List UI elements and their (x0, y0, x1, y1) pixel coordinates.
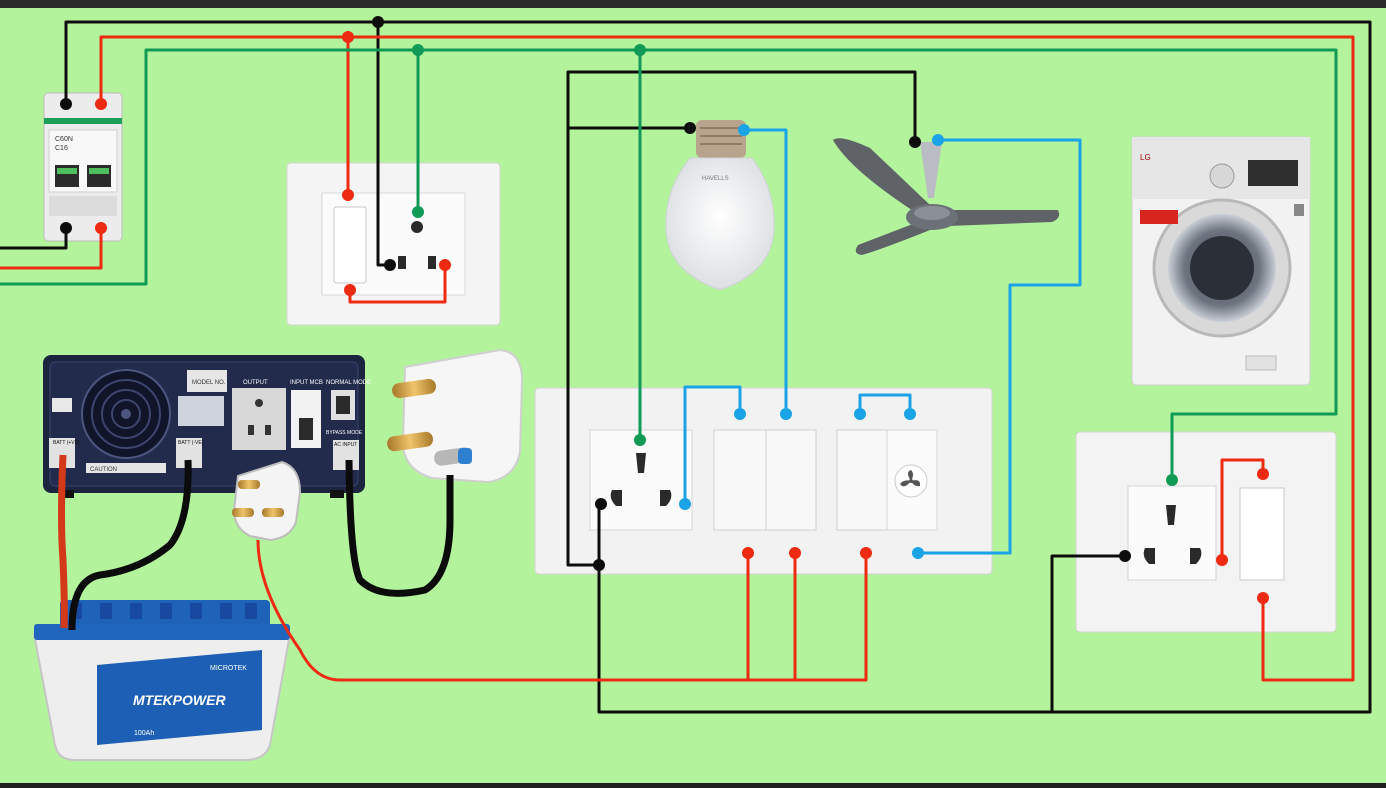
socket-2 (1127, 485, 1217, 581)
mcb-breaker: C60N C16 (43, 92, 123, 242)
power-plug-small (232, 460, 302, 542)
svg-text:CAUTION: CAUTION (90, 467, 117, 473)
battery: MICROTEK MTEKPOWER 100Ah (32, 600, 292, 761)
inverter-input-cable (345, 459, 454, 597)
led-bulb: HAVELLS (665, 120, 775, 291)
svg-text:NORMAL MODE: NORMAL MODE (326, 380, 371, 386)
switchboard-1 (286, 162, 501, 326)
battery-positive-cable (58, 454, 68, 629)
power-plug-large (387, 348, 524, 484)
switch-5 (1239, 487, 1285, 581)
wire-blue (683, 128, 1082, 555)
battery-brand-top: MICROTEK (210, 665, 247, 672)
switchboard-main (534, 387, 993, 575)
washer-brand: LG (1140, 153, 1151, 162)
wire-red (0, 35, 1355, 682)
svg-text:MODEL NO.: MODEL NO. (192, 380, 226, 386)
mcb-label-rating: C16 (55, 145, 68, 152)
switch-4 (836, 429, 888, 531)
svg-text:BATT (+VE): BATT (+VE) (53, 440, 80, 446)
wire-green (0, 48, 1338, 480)
switch-3 (765, 429, 817, 531)
ceiling-fan (833, 138, 1060, 255)
svg-text:OUTPUT: OUTPUT (243, 380, 268, 386)
inverter: MODEL NO. OUTPUT INPUT MCB NORMAL MODE B… (43, 355, 371, 498)
mcb-label-top: C60N (55, 136, 73, 143)
socket-1 (398, 221, 436, 269)
switch-2 (713, 429, 767, 531)
switch-1 (333, 206, 367, 284)
terminals-red (95, 31, 1269, 604)
battery-negative-cable (68, 459, 192, 631)
washing-machine: LG (1131, 136, 1311, 386)
bulb-brand: HAVELLS (702, 176, 729, 182)
fan-icon (900, 470, 921, 487)
battery-brand: MTEKPOWER (133, 692, 226, 708)
terminals-black (60, 16, 1131, 571)
svg-text:AC INPUT: AC INPUT (334, 442, 357, 448)
terminals (60, 16, 1269, 604)
inverter-output-socket (232, 388, 286, 450)
svg-text:BYPASS MODE: BYPASS MODE (326, 430, 363, 436)
battery-capacity: 100Ah (134, 730, 154, 737)
terminals-green (412, 44, 1178, 486)
inverter-model-label (187, 370, 227, 392)
terminals-blue (679, 124, 944, 559)
top-bar (0, 0, 1386, 8)
svg-text:BATT (-VE): BATT (-VE) (178, 440, 204, 446)
svg-text:INPUT MCB: INPUT MCB (290, 380, 323, 386)
switchboard-2 (1075, 431, 1337, 633)
